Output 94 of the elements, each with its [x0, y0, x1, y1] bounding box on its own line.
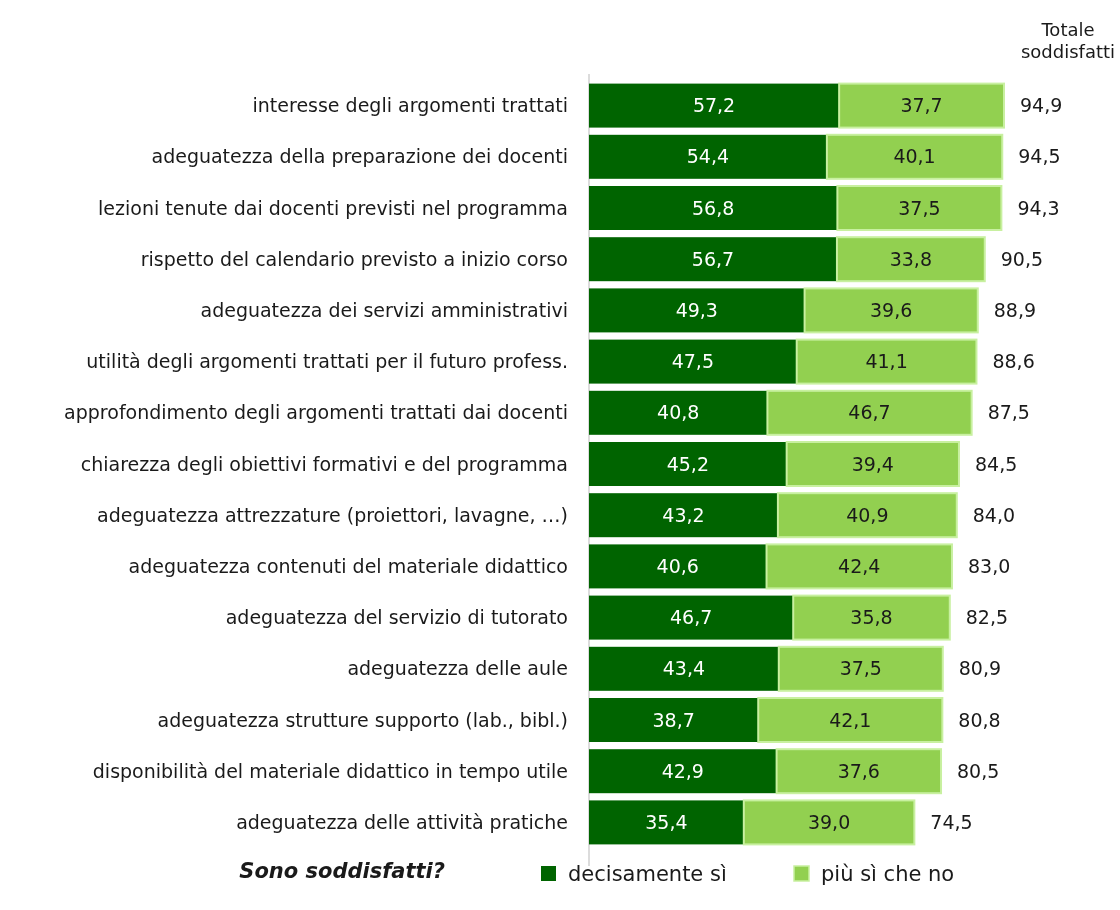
data-label: 41,1 [865, 350, 908, 373]
data-label: 57,2 [692, 94, 736, 117]
total-label: 88,9 [993, 299, 1037, 322]
bar [589, 390, 768, 435]
bar [589, 646, 779, 691]
bar [785, 441, 960, 487]
bar [589, 288, 805, 333]
y-tick-label: adeguatezza dei servizi amministrativi [200, 299, 568, 322]
total-label: 94,5 [1018, 145, 1061, 168]
legend-title: Sono soddisfatti? [239, 859, 445, 883]
data-label: 43,2 [662, 503, 705, 526]
data-label: 35,4 [645, 811, 688, 834]
total-label: 88,6 [992, 350, 1035, 373]
y-tick-label: adeguatezza strutture supporto (lab., bibl.) [157, 708, 568, 731]
bar [836, 185, 1003, 231]
bar [776, 492, 958, 539]
y-tick-label: interesse degli argomenti trattati [252, 94, 568, 117]
bar [589, 544, 767, 589]
bar [589, 237, 837, 282]
bar [766, 389, 973, 436]
y-tick-label: adeguatezza contenuti del materiale didattico [128, 555, 568, 578]
bar [775, 748, 943, 795]
bar [835, 236, 986, 283]
data-label: 45,2 [666, 452, 709, 475]
total-label: 84,0 [972, 503, 1016, 526]
bar [765, 543, 953, 590]
total-label: 82,5 [965, 606, 1009, 629]
data-label: 35,8 [850, 606, 893, 629]
data-label: 39,4 [851, 452, 894, 475]
bar [589, 83, 840, 128]
total-label: 87,5 [987, 401, 1030, 424]
bar [825, 133, 1004, 180]
bar [777, 645, 944, 692]
y-tick-label: adeguatezza attrezzature (proiettori, lavagne, …) [97, 503, 568, 526]
y-tick-label: lezioni tenute dai docenti previsti nel programma [98, 196, 568, 219]
legend-label: più sì che no [821, 862, 955, 886]
bar [589, 595, 794, 640]
data-label: 43,4 [662, 657, 706, 680]
data-label: 56,7 [691, 247, 735, 270]
data-label: 42,9 [661, 759, 704, 782]
y-tick-label: adeguatezza del servizio di tutorato [225, 606, 568, 629]
data-label: 49,3 [675, 299, 718, 322]
bar [742, 799, 916, 846]
bar [589, 749, 777, 794]
total-label: 80,9 [958, 657, 1002, 680]
total-label: 83,0 [967, 555, 1011, 578]
data-label: 46,7 [669, 606, 713, 629]
data-label: 40,9 [846, 503, 889, 526]
bar [792, 594, 951, 641]
bar [589, 186, 838, 230]
legend-label: decisamente sì [568, 862, 727, 886]
data-label: 54,4 [686, 145, 730, 168]
total-label: 80,8 [958, 708, 1001, 731]
y-tick-label: disponibilità del materiale didattico in tempo utile [92, 759, 568, 782]
bar [589, 442, 787, 486]
y-tick-label: adeguatezza della preparazione dei docenti [151, 145, 568, 168]
data-label: 40,8 [657, 401, 700, 424]
bar [803, 287, 979, 334]
data-label: 37,6 [837, 759, 880, 782]
data-label: 37,5 [898, 196, 941, 219]
data-label: 39,0 [807, 811, 851, 834]
data-label: 42,1 [829, 708, 872, 731]
data-label: 33,8 [889, 247, 933, 270]
data-label: 46,7 [848, 401, 891, 424]
data-label: 40,1 [893, 145, 936, 168]
y-tick-label: adeguatezza delle attività pratiche [236, 811, 568, 834]
bar [589, 493, 778, 538]
bar [589, 339, 797, 384]
y-tick-label: chiarezza degli obiettivi formativi e del programma [80, 452, 568, 475]
data-label: 42,4 [838, 555, 881, 578]
bar [795, 338, 978, 385]
data-label: 39,6 [870, 299, 913, 322]
data-label: 40,6 [656, 555, 699, 578]
bar [757, 697, 944, 743]
data-label: 37,7 [900, 94, 943, 117]
total-label: 90,5 [1000, 247, 1044, 270]
total-label: 74,5 [930, 811, 973, 834]
y-tick-label: approfondimento degli argomenti trattati dai docenti [64, 401, 568, 424]
y-tick-label: adeguatezza delle aule [347, 657, 568, 680]
bar [589, 800, 744, 845]
data-label: 38,7 [652, 708, 695, 731]
bar [589, 698, 759, 742]
data-label: 56,8 [692, 196, 735, 219]
bar [589, 134, 827, 179]
data-label: 47,5 [671, 350, 715, 373]
data-label: 37,5 [839, 657, 882, 680]
y-tick-label: rispetto del calendario previsto a inizio corso [140, 247, 568, 270]
y-tick-label: utilità degli argomenti trattati per il futuro profess. [86, 350, 568, 373]
total-label: 84,5 [974, 452, 1018, 475]
bar [838, 82, 1005, 129]
total-label: 80,5 [957, 759, 1000, 782]
total-label: 94,9 [1020, 94, 1063, 117]
total-label: 94,3 [1017, 196, 1060, 219]
text: Totale soddisfatti [1020, 19, 1116, 62]
